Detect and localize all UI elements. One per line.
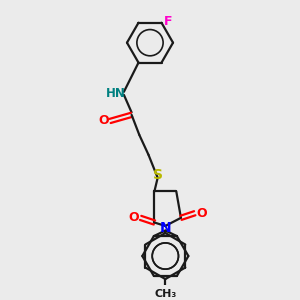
Text: O: O — [129, 212, 139, 224]
Text: O: O — [196, 207, 207, 220]
Text: S: S — [153, 168, 163, 182]
Text: CH₃: CH₃ — [154, 289, 176, 299]
Text: F: F — [164, 15, 172, 28]
Text: N: N — [160, 221, 171, 236]
Text: O: O — [98, 115, 109, 128]
Text: HN: HN — [106, 87, 126, 100]
